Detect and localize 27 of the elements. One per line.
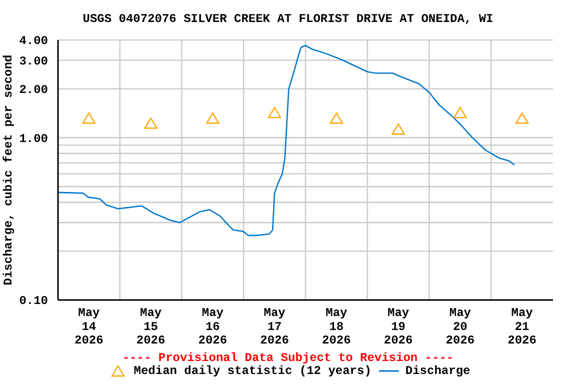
y-tick-label: 0.10 (19, 294, 48, 308)
chart-title: USGS 04072076 SILVER CREEK AT FLORIST DRIVE AT ONEIDA, WI (82, 12, 494, 26)
point (268, 106, 282, 118)
point (144, 118, 158, 129)
x-tick-label: May 20 2026 (446, 306, 475, 348)
y-axis-title: Discharge, cubic feet per second (1, 54, 16, 286)
x-tick-label: May 16 2026 (198, 306, 228, 348)
point (515, 112, 529, 124)
point (82, 112, 96, 124)
x-tick-label: May 17 2026 (260, 306, 289, 348)
x-tick-label: May 19 2026 (384, 306, 413, 348)
x-tick-label: May 18 2026 (322, 306, 351, 348)
point (454, 106, 467, 118)
y-tick-label: 1.00 (19, 132, 48, 146)
point (392, 123, 405, 135)
point (330, 112, 344, 124)
line-series (58, 44, 515, 236)
x-tick-label: May 21 2026 (508, 306, 536, 348)
point (206, 112, 220, 124)
legend-label: Discharge (405, 364, 470, 378)
text: ---- Provisional Data Subject to Revision ---- (121, 351, 455, 365)
y-tick-label: 2.00 (19, 83, 48, 98)
x-tick-label: May 15 2026 (136, 306, 166, 348)
x-tick-label: May 14 2026 (74, 306, 104, 348)
y-tick-label: 4.00 (19, 34, 48, 48)
legend-label: Median daily statistic (12 years) (134, 364, 372, 378)
y-tick-label: 3.00 (19, 54, 48, 68)
